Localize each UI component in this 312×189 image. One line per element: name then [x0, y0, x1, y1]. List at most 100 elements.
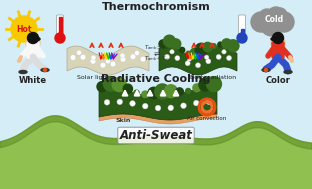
- Polygon shape: [99, 114, 217, 124]
- Ellipse shape: [34, 37, 40, 40]
- Text: Body radiation: Body radiation: [190, 75, 236, 80]
- Circle shape: [168, 105, 173, 111]
- Circle shape: [212, 44, 216, 48]
- Circle shape: [193, 100, 199, 106]
- Circle shape: [27, 33, 38, 43]
- Ellipse shape: [284, 70, 292, 74]
- Circle shape: [140, 56, 146, 62]
- Circle shape: [237, 33, 247, 43]
- Circle shape: [120, 53, 125, 58]
- Circle shape: [91, 55, 96, 60]
- Circle shape: [130, 101, 135, 106]
- Circle shape: [70, 55, 76, 60]
- Circle shape: [227, 56, 232, 60]
- Circle shape: [207, 77, 222, 91]
- Circle shape: [190, 48, 199, 57]
- Circle shape: [195, 43, 207, 55]
- FancyBboxPatch shape: [272, 42, 284, 58]
- Circle shape: [196, 63, 201, 68]
- Circle shape: [80, 54, 86, 60]
- FancyBboxPatch shape: [238, 15, 246, 39]
- Polygon shape: [0, 116, 312, 149]
- Circle shape: [90, 58, 96, 64]
- Circle shape: [181, 103, 186, 108]
- Circle shape: [163, 35, 175, 47]
- Text: Air convection: Air convection: [188, 115, 227, 121]
- Circle shape: [97, 82, 107, 92]
- Ellipse shape: [41, 68, 49, 71]
- Circle shape: [55, 33, 65, 43]
- Circle shape: [105, 59, 110, 64]
- Circle shape: [203, 42, 212, 52]
- Bar: [0, 144, 312, 189]
- Circle shape: [272, 33, 284, 43]
- Bar: [0, 167, 312, 189]
- Text: Radiative Cooling: Radiative Cooling: [101, 74, 211, 84]
- Text: Cold: Cold: [265, 15, 284, 25]
- Circle shape: [148, 87, 159, 99]
- Circle shape: [267, 7, 285, 25]
- Circle shape: [216, 54, 221, 59]
- Circle shape: [179, 47, 185, 53]
- Circle shape: [251, 12, 271, 32]
- Text: Solar light: Solar light: [77, 75, 109, 80]
- Text: Color: Color: [266, 76, 290, 85]
- Text: Hot: Hot: [16, 25, 32, 33]
- Circle shape: [155, 105, 161, 111]
- Circle shape: [273, 8, 287, 22]
- Circle shape: [204, 55, 209, 60]
- Circle shape: [171, 39, 181, 49]
- FancyBboxPatch shape: [56, 15, 64, 39]
- Text: Skin: Skin: [115, 118, 131, 122]
- Circle shape: [170, 50, 174, 54]
- Circle shape: [159, 40, 167, 48]
- Circle shape: [134, 50, 139, 56]
- Circle shape: [134, 90, 139, 95]
- Circle shape: [155, 84, 170, 99]
- Circle shape: [100, 62, 106, 68]
- Circle shape: [175, 56, 180, 61]
- Circle shape: [43, 68, 46, 71]
- Circle shape: [142, 91, 148, 98]
- Circle shape: [222, 50, 226, 54]
- Circle shape: [117, 99, 123, 105]
- Circle shape: [120, 57, 126, 62]
- Circle shape: [206, 99, 212, 105]
- Text: Anti-Sweat: Anti-Sweat: [119, 129, 193, 142]
- Circle shape: [76, 50, 81, 55]
- Circle shape: [271, 36, 285, 50]
- FancyBboxPatch shape: [27, 42, 39, 58]
- Circle shape: [260, 12, 284, 36]
- Circle shape: [110, 61, 116, 67]
- Text: $T_{amb}>T_c$: $T_{amb}>T_c$: [144, 43, 170, 53]
- Circle shape: [227, 40, 239, 52]
- Ellipse shape: [271, 37, 277, 40]
- Text: $\rightleftharpoons$: $\rightleftharpoons$: [152, 50, 162, 59]
- Circle shape: [186, 88, 191, 94]
- Text: $T_{amb}<T_c$: $T_{amb}<T_c$: [144, 55, 170, 64]
- Circle shape: [176, 88, 183, 96]
- Circle shape: [143, 103, 148, 109]
- Circle shape: [104, 99, 110, 105]
- Circle shape: [199, 78, 212, 91]
- Circle shape: [259, 9, 275, 25]
- Circle shape: [186, 51, 191, 56]
- Circle shape: [206, 59, 211, 64]
- Circle shape: [11, 16, 37, 42]
- Bar: [241, 29, 243, 36]
- Circle shape: [164, 85, 178, 98]
- Circle shape: [123, 84, 133, 93]
- Ellipse shape: [19, 70, 27, 74]
- Polygon shape: [159, 46, 237, 75]
- Polygon shape: [0, 116, 312, 189]
- Circle shape: [185, 61, 190, 66]
- Circle shape: [274, 12, 294, 32]
- Circle shape: [193, 84, 201, 92]
- Circle shape: [112, 77, 126, 92]
- Polygon shape: [99, 89, 217, 120]
- Bar: [59, 17, 61, 36]
- Circle shape: [103, 77, 118, 91]
- Circle shape: [218, 42, 223, 47]
- Circle shape: [222, 39, 232, 49]
- Ellipse shape: [262, 68, 270, 71]
